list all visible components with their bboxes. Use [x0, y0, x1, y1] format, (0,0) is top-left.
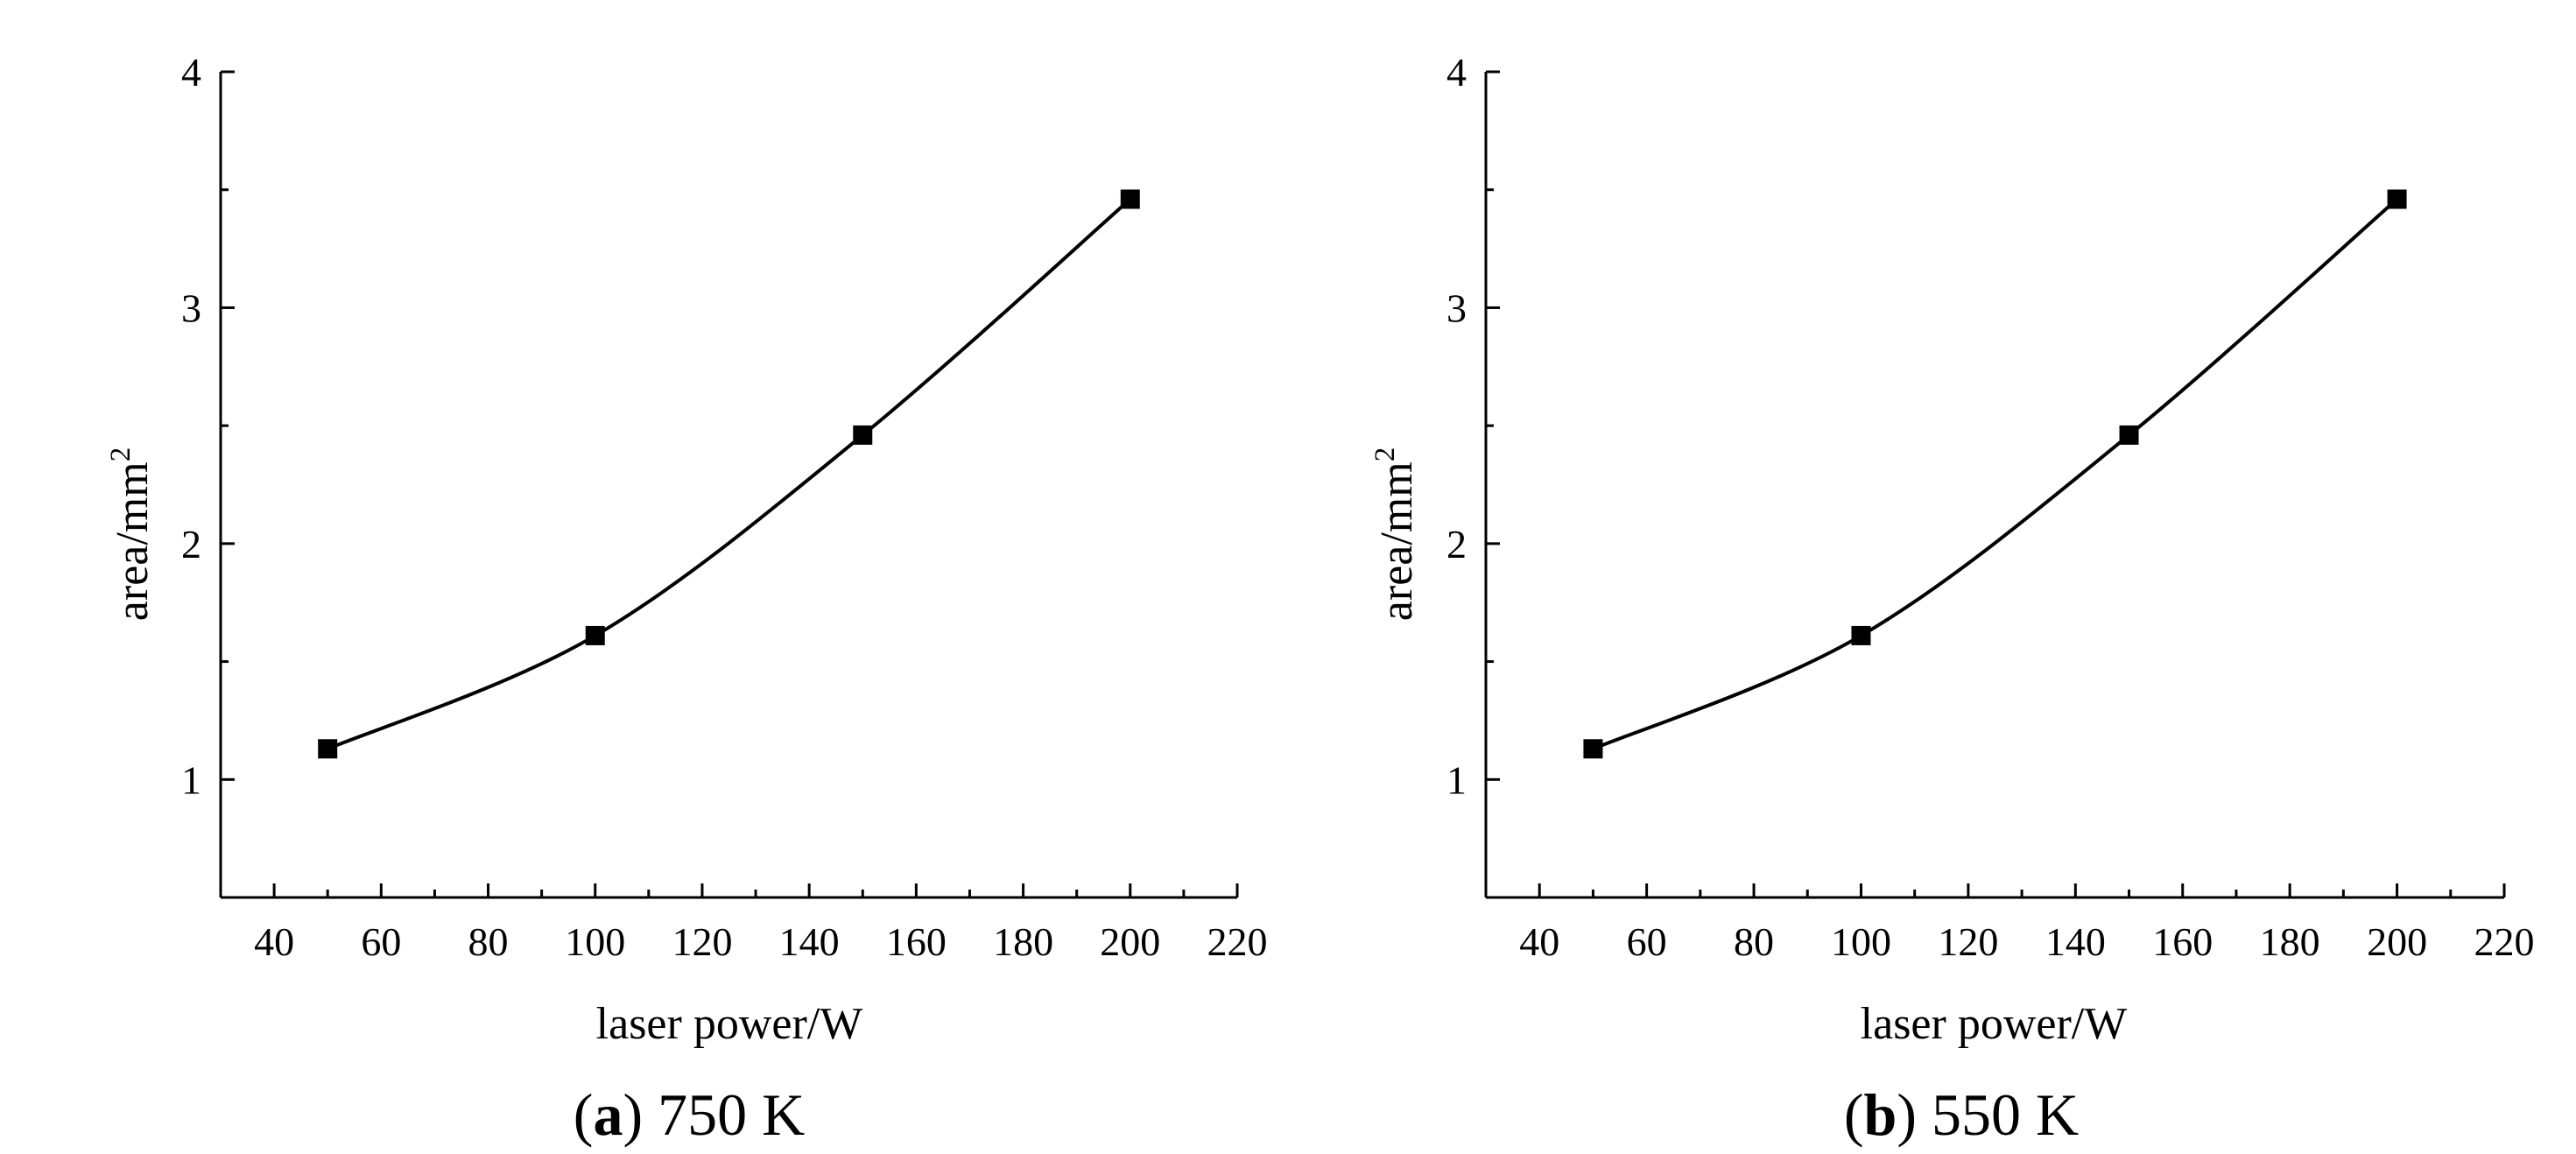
panel-b-y-tick-label: 1 [1446, 757, 1467, 802]
panel-b-y-tick-label: 4 [1446, 50, 1467, 95]
panel-a-data-point [318, 739, 338, 759]
panel-b-x-tick-label: 140 [2045, 919, 2106, 964]
panel-b-data-point [1583, 739, 1603, 759]
panel-b-data-point [2387, 189, 2407, 209]
panel-b-caption-letter: b [1864, 1081, 1897, 1148]
panel-a-y-tick-label: 1 [181, 757, 201, 802]
panel-a-y-tick-label: 4 [181, 50, 201, 95]
panel-a-series-line [327, 197, 1132, 751]
panel-a-caption-open: ( [574, 1081, 594, 1148]
panel-a-plot: 40 60 80 100 120 140 160 180 200 220 1 2 3 4 [181, 50, 1268, 964]
panel-b-y-tick-label: 3 [1446, 285, 1467, 330]
panel-b-x-tick-label: 180 [2260, 919, 2320, 964]
panel-b-x-tick-label: 220 [2474, 919, 2535, 964]
panel-a-ylabel-sup: 2 [105, 447, 137, 462]
panel-b-caption-open: ( [1844, 1081, 1864, 1148]
panel-b-x-tick-label: 120 [1938, 919, 1998, 964]
panel-a-ylabel-base: area/mm [108, 461, 158, 621]
panel-b-x-tick-label: 40 [1519, 919, 1559, 964]
panel-b-data-point [2119, 425, 2139, 445]
panel-b-x-tick-label: 200 [2367, 919, 2427, 964]
panel-b-ylabel-sup: 2 [1369, 447, 1401, 462]
panel-a-data-point [853, 425, 873, 445]
panel-a-ylabel: area/mm2 [105, 447, 158, 621]
panel-a-x-tick-label: 100 [565, 919, 625, 964]
panel-a-x-tick-label: 40 [254, 919, 294, 964]
panel-a-xlabel: laser power/W [596, 999, 863, 1049]
panel-a-x-tick-label: 60 [361, 919, 401, 964]
panel-b-x-tick-label: 60 [1627, 919, 1667, 964]
panel-a-x-tick-label: 200 [1100, 919, 1160, 964]
panel-b-plot: 40 60 80 100 120 140 160 180 200 220 1 2 3 4 [1446, 50, 2535, 964]
panel-a-x-tick-label: 140 [779, 919, 840, 964]
panel-a-data-point [1120, 189, 1140, 209]
panel-b-y-tick-label: 2 [1446, 522, 1467, 566]
panel-b-ylabel: area/mm2 [1369, 447, 1422, 621]
panel-b-ylabel-base: area/mm [1372, 461, 1422, 621]
panel-a-y-tick-label: 3 [181, 285, 201, 330]
panel-a-caption-text: 750 K [643, 1081, 805, 1148]
panel-b-caption-close: ) [1897, 1081, 1917, 1148]
panel-a-caption-letter: a [593, 1081, 623, 1148]
panel-a-x-tick-label: 160 [886, 919, 947, 964]
panel-a-caption-close: ) [623, 1081, 643, 1148]
panel-a-data-point [585, 625, 605, 645]
panel-a-x-tick-label: 220 [1207, 919, 1268, 964]
panel-b-data-point [1851, 625, 1871, 645]
panel-b-caption-text: 550 K [1917, 1081, 2079, 1148]
panel-a-x-tick-label: 80 [468, 919, 509, 964]
panel-a-y-tick-label: 2 [181, 522, 201, 566]
panel-b-x-tick-label: 160 [2152, 919, 2213, 964]
panel-a-x-tick-label: 120 [672, 919, 732, 964]
panel-b-x-tick-label: 100 [1831, 919, 1891, 964]
panel-b-x-tick-label: 80 [1734, 919, 1774, 964]
panel-a-caption: (a) 750 K [574, 1081, 805, 1148]
panel-a-x-tick-label: 180 [993, 919, 1053, 964]
panel-b-caption: (b) 550 K [1844, 1081, 2079, 1148]
panel-b-series-line [1592, 197, 2398, 751]
panel-b-xlabel: laser power/W [1861, 999, 2128, 1049]
